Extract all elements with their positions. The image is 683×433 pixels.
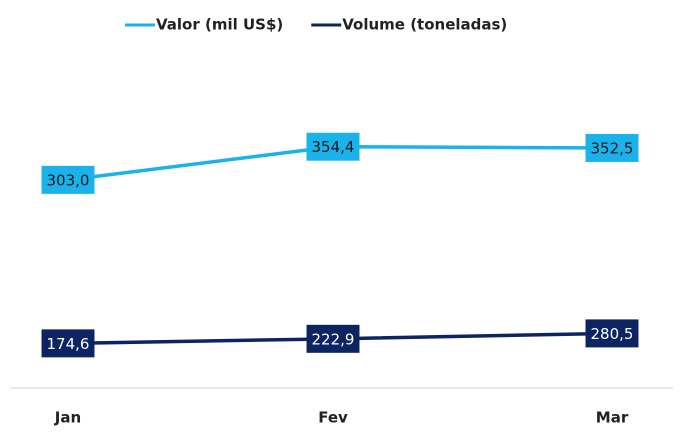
data-label-text: 280,5 [591,325,634,343]
x-tick-label: Fev [318,409,348,427]
data-label-text: 222,9 [312,330,355,348]
data-label: 303,0 [41,165,95,194]
data-label: 174,6 [41,329,95,358]
data-label: 354,4 [306,132,360,161]
data-label: 352,5 [585,133,639,162]
x-tick-label: Jan [54,409,81,427]
data-label-box [585,133,639,162]
data-label-text: 354,4 [312,138,355,156]
data-label-text: 352,5 [591,139,634,157]
data-label: 222,9 [306,324,360,353]
data-label-text: 174,6 [47,335,90,353]
legend-label: Volume (toneladas) [342,16,507,34]
data-label: 280,5 [585,319,639,348]
data-label-box [41,165,95,194]
data-label-box [306,132,360,161]
x-tick-label: Mar [596,409,629,427]
data-label-box [41,329,95,358]
legend-label: Valor (mil US$) [156,16,283,34]
data-label-box [306,324,360,353]
data-label-text: 303,0 [47,171,90,189]
data-label-box [585,319,639,348]
